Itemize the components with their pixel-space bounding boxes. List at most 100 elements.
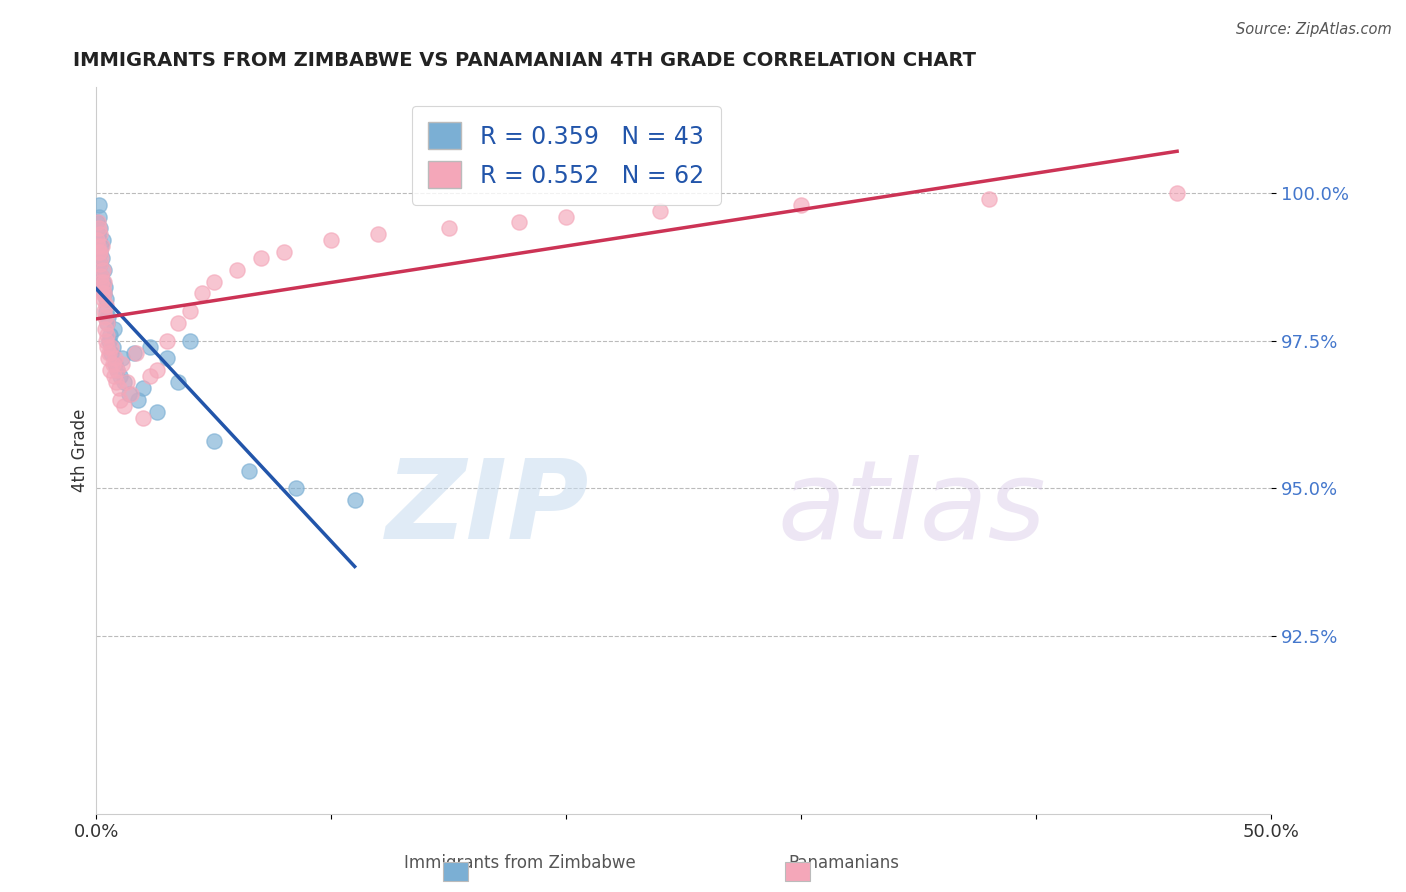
Point: [96, 340, 118, 354]
Point: [108, 392, 131, 407]
Point: [94, 310, 117, 324]
Point: [122, 345, 145, 359]
Point: [343, 493, 366, 508]
Point: [93, 262, 115, 277]
Text: IMMIGRANTS FROM ZIMBABWE VS PANAMANIAN 4TH GRADE CORRELATION CHART: IMMIGRANTS FROM ZIMBABWE VS PANAMANIAN 4…: [73, 51, 976, 70]
Point: [96, 327, 118, 342]
Point: [179, 304, 201, 318]
Point: [105, 375, 128, 389]
Point: [111, 357, 134, 371]
Point: [104, 357, 127, 371]
Point: [91, 286, 114, 301]
Point: [650, 203, 672, 218]
Point: [93, 286, 115, 301]
Text: Immigrants from Zimbabwe: Immigrants from Zimbabwe: [405, 855, 636, 872]
Point: [90, 268, 112, 283]
Point: [101, 357, 124, 371]
Point: [156, 334, 179, 348]
Point: [118, 387, 141, 401]
Point: [139, 340, 162, 354]
Point: [167, 316, 190, 330]
Point: [86, 215, 108, 229]
Point: [87, 198, 110, 212]
Point: [202, 275, 225, 289]
Point: [93, 275, 115, 289]
Point: [437, 221, 460, 235]
Point: [107, 381, 129, 395]
Point: [179, 334, 201, 348]
Point: [96, 316, 118, 330]
Point: [101, 340, 124, 354]
Point: [1166, 186, 1188, 200]
Point: [97, 310, 120, 324]
Point: [508, 215, 530, 229]
Point: [89, 257, 111, 271]
Point: [125, 345, 148, 359]
Point: [146, 404, 169, 418]
Point: [139, 369, 162, 384]
Point: [226, 262, 249, 277]
Point: [87, 221, 110, 235]
Text: ZIP: ZIP: [387, 455, 589, 562]
Point: [94, 304, 117, 318]
Point: [89, 245, 111, 260]
Point: [86, 233, 108, 247]
Point: [191, 286, 214, 301]
Point: [91, 280, 114, 294]
Point: [90, 239, 112, 253]
Point: [98, 363, 121, 377]
Point: [108, 369, 131, 384]
Point: [249, 251, 271, 265]
Point: [87, 227, 110, 242]
Point: [120, 387, 142, 401]
Point: [89, 245, 111, 260]
Point: [90, 239, 112, 253]
Point: [321, 233, 343, 247]
Point: [89, 257, 111, 271]
Point: [790, 198, 813, 212]
Point: [89, 221, 111, 235]
Point: [93, 304, 115, 318]
Point: [103, 322, 125, 336]
Point: [156, 351, 179, 366]
Point: [94, 334, 117, 348]
Point: [100, 340, 122, 354]
Point: [238, 464, 260, 478]
Point: [977, 192, 1000, 206]
Point: [89, 227, 111, 242]
Point: [112, 375, 135, 389]
Point: [91, 233, 114, 247]
Point: [94, 280, 117, 294]
Point: [98, 345, 121, 359]
Point: [273, 245, 295, 260]
Point: [91, 251, 114, 265]
Point: [132, 381, 155, 395]
Point: [89, 245, 111, 260]
Point: [127, 392, 149, 407]
Text: atlas: atlas: [778, 455, 1046, 562]
Point: [167, 375, 190, 389]
Point: [90, 251, 112, 265]
Point: [284, 482, 307, 496]
Point: [100, 345, 122, 359]
Point: [111, 351, 134, 366]
Point: [115, 375, 138, 389]
Point: [91, 262, 114, 277]
Point: [91, 275, 114, 289]
Point: [98, 327, 121, 342]
Point: [87, 210, 110, 224]
Point: [367, 227, 389, 242]
Point: [103, 369, 125, 384]
Point: [89, 233, 111, 247]
Point: [91, 293, 114, 307]
Point: [98, 334, 121, 348]
Y-axis label: 4th Grade: 4th Grade: [72, 409, 89, 491]
Legend: R = 0.359   N = 43, R = 0.552   N = 62: R = 0.359 N = 43, R = 0.552 N = 62: [412, 105, 721, 205]
Point: [90, 275, 112, 289]
Point: [104, 351, 127, 366]
Text: Source: ZipAtlas.com: Source: ZipAtlas.com: [1236, 22, 1392, 37]
Point: [96, 316, 118, 330]
Point: [90, 268, 112, 283]
Point: [555, 210, 578, 224]
Point: [87, 239, 110, 253]
